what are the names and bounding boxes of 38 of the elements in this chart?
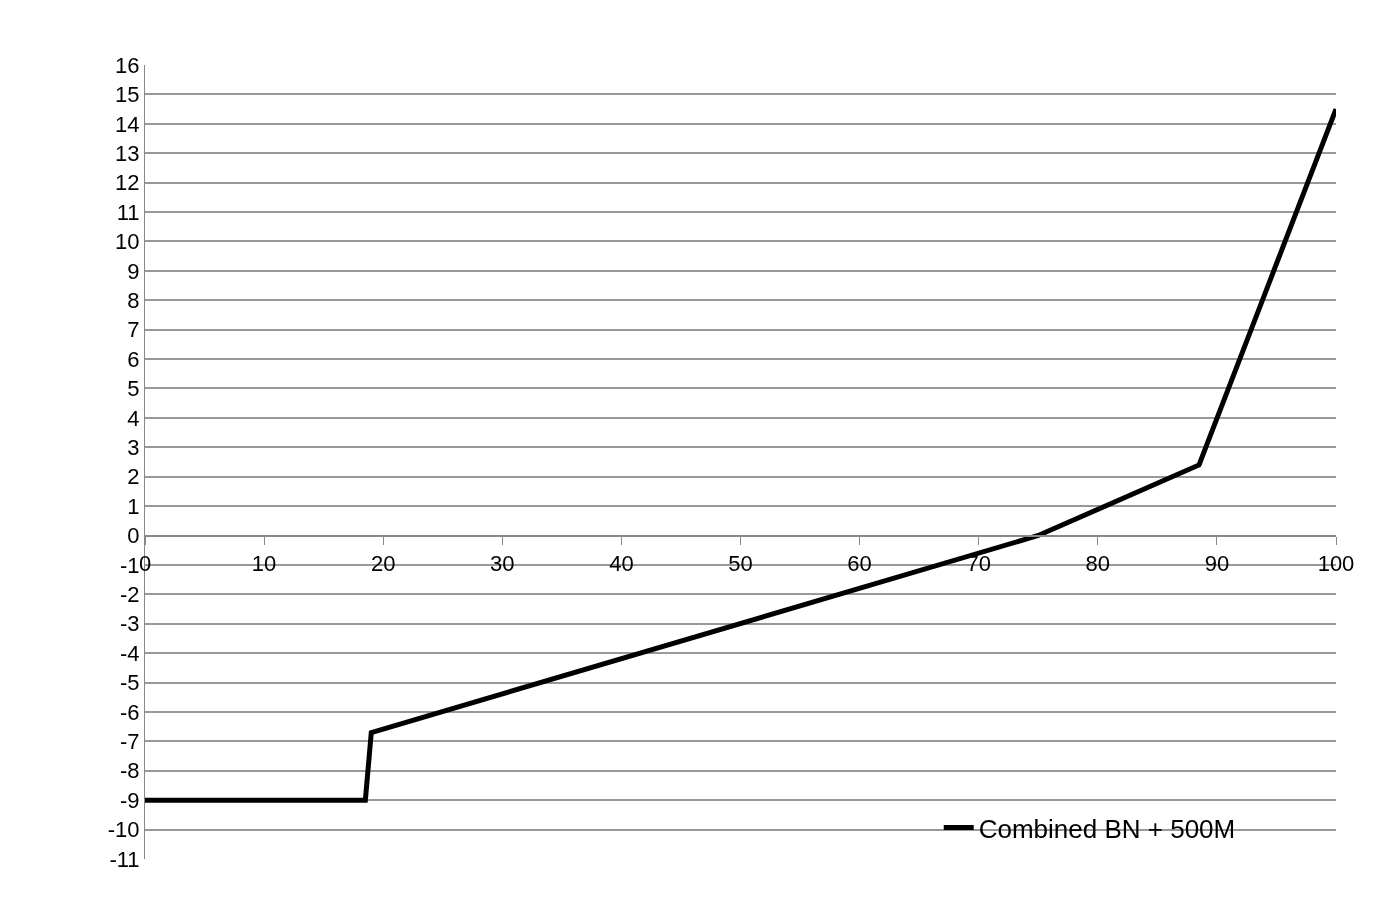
y-tick-label: -11 bbox=[109, 846, 140, 872]
y-tick-label: -4 bbox=[120, 640, 140, 666]
y-tick-label: 4 bbox=[127, 405, 140, 431]
y-tick-label: 8 bbox=[127, 287, 140, 313]
x-tick-label: 20 bbox=[370, 550, 396, 576]
y-tick-label: -5 bbox=[120, 670, 140, 696]
y-tick-label: 9 bbox=[127, 258, 140, 284]
y-tick-label: -9 bbox=[120, 787, 140, 813]
y-tick-label: -8 bbox=[120, 758, 140, 784]
x-tick-label: 40 bbox=[609, 550, 634, 576]
y-tick-label: 0 bbox=[127, 523, 140, 549]
y-tick-label: 3 bbox=[127, 435, 140, 460]
y-tick-label: 7 bbox=[127, 317, 140, 343]
x-tick-label: 30 bbox=[490, 550, 515, 576]
legend-label: Combined BN + 500M bbox=[978, 813, 1236, 844]
y-tick-label: -3 bbox=[120, 611, 140, 637]
y-tick-label: 13 bbox=[115, 140, 140, 166]
y-tick-label: 16 bbox=[115, 52, 140, 78]
y-tick-label: 6 bbox=[127, 346, 140, 372]
y-tick-label: -1 bbox=[120, 552, 140, 578]
y-tick-label: 5 bbox=[127, 376, 140, 402]
x-tick-label: 90 bbox=[1204, 550, 1230, 576]
y-tick-label: -7 bbox=[120, 729, 140, 755]
y-tick-label: 15 bbox=[115, 82, 140, 108]
y-tick-label: 11 bbox=[116, 199, 140, 225]
x-tick-label: 80 bbox=[1085, 550, 1111, 576]
x-tick-label: 60 bbox=[847, 550, 872, 576]
y-tick-label: 12 bbox=[115, 170, 140, 196]
y-tick-label: -2 bbox=[120, 582, 140, 608]
y-tick-label: 1 bbox=[127, 493, 140, 519]
y-tick-label: 10 bbox=[115, 229, 140, 255]
x-tick-label: 50 bbox=[728, 550, 753, 576]
x-tick-label: 100 bbox=[1317, 550, 1355, 576]
y-tick-label: 2 bbox=[127, 464, 140, 490]
x-tick-label: 10 bbox=[251, 550, 277, 576]
y-tick-label: -10 bbox=[107, 817, 140, 843]
y-tick-label: -6 bbox=[120, 699, 140, 725]
y-tick-label: 14 bbox=[115, 111, 140, 137]
